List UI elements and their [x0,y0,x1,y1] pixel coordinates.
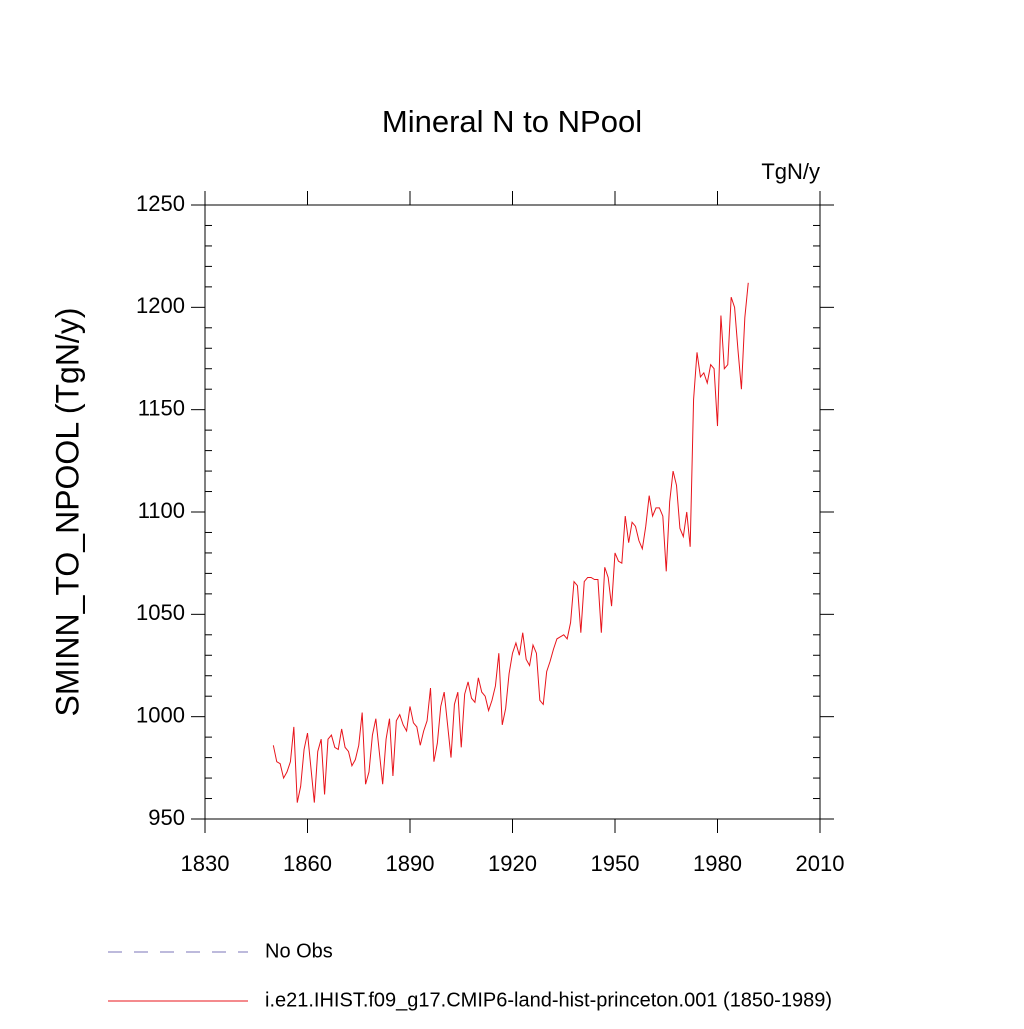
y-tick-label: 1050 [136,600,185,625]
units-label: TgN/y [761,159,820,184]
plot-frame [204,204,821,820]
x-tick-label: 2010 [796,851,845,876]
y-tick-label: 1200 [136,293,185,318]
y-axis-label: SMINN_TO_NPOOL (TgN/y) [49,308,85,717]
legend-label: No Obs [265,940,333,962]
x-tick-label: 1890 [386,851,435,876]
y-tick-label: 950 [148,805,185,830]
x-tick-label: 1920 [488,851,537,876]
y-tick-label: 1250 [136,191,185,216]
x-tick-label: 1950 [591,851,640,876]
x-tick-label: 1830 [181,851,230,876]
series-line [272,282,749,803]
legend-label: i.e21.IHIST.f09_g17.CMIP6-land-hist-prin… [265,989,832,1011]
x-tick-label: 1980 [693,851,742,876]
y-tick-label: 1000 [136,702,185,727]
y-tick-label: 1150 [138,395,185,420]
x-tick-label: 1860 [283,851,332,876]
chart-title: Mineral N to NPool [382,104,642,139]
y-tick-label: 1100 [138,498,185,523]
